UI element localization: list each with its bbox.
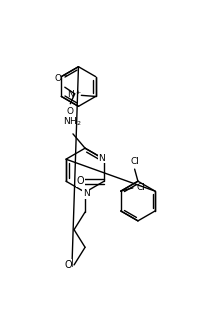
Text: N: N <box>83 189 90 198</box>
Text: N: N <box>99 154 105 163</box>
Text: O: O <box>76 176 84 186</box>
Text: N$^+$: N$^+$ <box>67 88 82 100</box>
Text: Cl: Cl <box>130 157 139 166</box>
Text: O: O <box>67 107 74 116</box>
Text: O: O <box>64 260 72 270</box>
Text: NH$_2$: NH$_2$ <box>62 116 81 128</box>
Text: Cl: Cl <box>136 183 145 192</box>
Text: O$^-$: O$^-$ <box>54 72 69 83</box>
